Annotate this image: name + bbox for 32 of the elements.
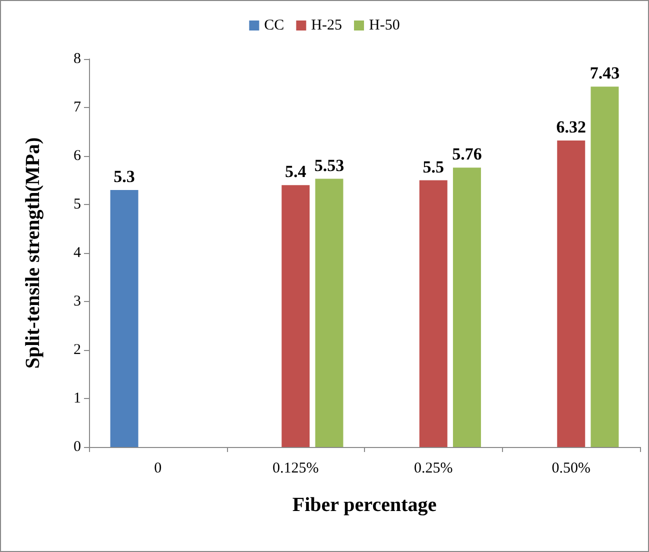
x-tick-label: 0: [154, 460, 162, 476]
legend-label: H-25: [311, 18, 342, 34]
y-tick-label: 1: [74, 390, 81, 406]
data-label: 5.53: [314, 156, 344, 175]
bar: [557, 140, 586, 447]
data-label: 7.43: [590, 64, 620, 83]
bar: [315, 178, 344, 447]
y-tick-label: 0: [74, 439, 81, 455]
x-tick-label: 0.25%: [414, 460, 453, 476]
data-label: 5.5: [422, 157, 444, 176]
bar: [590, 86, 619, 447]
x-tick-label: 0.125%: [272, 460, 319, 476]
bar: [452, 168, 481, 447]
bar: [282, 185, 310, 447]
data-label: 6.32: [556, 117, 586, 136]
y-axis-title: Split-tensile strength(MPa): [22, 137, 44, 369]
data-label: 5.76: [452, 144, 482, 164]
legend-label: H-50: [369, 18, 400, 34]
y-tick-label: 8: [74, 51, 81, 67]
y-tick-label: 4: [74, 245, 82, 261]
y-tick-label: 6: [74, 148, 82, 164]
bar: [419, 180, 448, 447]
y-tick-label: 3: [74, 294, 81, 310]
y-tick-label: 5: [74, 196, 81, 212]
y-tick-label: 2: [74, 342, 81, 358]
bar: [110, 190, 138, 447]
x-axis-title: Fiber percentage: [292, 494, 437, 516]
y-tick-label: 7: [74, 100, 82, 116]
legend-label: CC: [264, 18, 284, 34]
data-label: 5.4: [285, 162, 307, 182]
data-label: 5.3: [114, 166, 135, 186]
x-tick-label: 0.50%: [552, 460, 590, 476]
